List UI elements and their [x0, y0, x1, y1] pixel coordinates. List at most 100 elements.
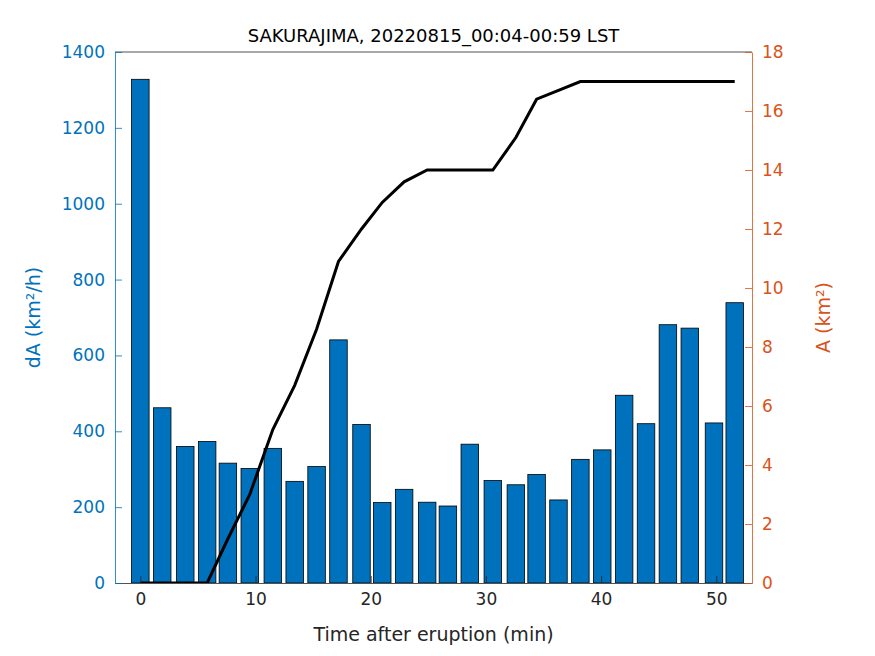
tick: 16 [745, 101, 784, 121]
tick-mark [115, 204, 122, 205]
tick-label: 1400 [62, 42, 105, 62]
axis-line [752, 53, 753, 584]
tick-mark [745, 583, 752, 584]
tick: 30 [476, 576, 498, 609]
tick-label: 10 [245, 589, 267, 609]
tick-mark [115, 280, 122, 281]
tick: 600 [73, 345, 122, 365]
tick-label: 600 [73, 345, 105, 365]
bar [241, 468, 259, 583]
tick-mark [716, 576, 717, 583]
tick-mark [371, 576, 372, 583]
bar [439, 506, 457, 583]
bar [132, 79, 150, 583]
tick-label: 400 [73, 421, 105, 441]
tick-label: 0 [762, 573, 773, 593]
bar [615, 395, 633, 583]
tick-label: 12 [762, 219, 784, 239]
tick-label: 20 [360, 589, 382, 609]
tick-mark [745, 524, 752, 525]
bar [726, 303, 744, 583]
tick-mark [745, 229, 752, 230]
tick-label: 30 [476, 589, 498, 609]
tick-label: 14 [762, 160, 784, 180]
tick-mark [115, 507, 122, 508]
bar [264, 448, 282, 583]
tick-label: 2 [762, 514, 773, 534]
tick: 800 [73, 270, 122, 290]
tick-mark [745, 170, 752, 171]
tick-label: 1000 [62, 194, 105, 214]
tick-label: 50 [706, 589, 728, 609]
plot-background [115, 52, 752, 583]
tick-mark [745, 406, 752, 407]
tick: 10 [745, 278, 784, 298]
tick-label: 1200 [62, 118, 105, 138]
tick: 0 [745, 573, 773, 593]
tick: 40 [591, 576, 613, 609]
axis-line [115, 53, 116, 584]
y2-axis: 0 2 4 6 8 10 12 14 16 18 [745, 42, 784, 593]
tick: 0 [94, 573, 122, 593]
tick-mark [140, 576, 141, 583]
tick-mark [745, 465, 752, 466]
tick: 6 [745, 396, 773, 416]
bar [507, 485, 525, 583]
tick: 18 [745, 42, 784, 62]
frame-top [115, 52, 752, 53]
bar [681, 328, 699, 583]
tick-mark [115, 583, 122, 584]
tick: 4 [745, 455, 773, 475]
tick-mark [745, 52, 752, 53]
tick-label: 6 [762, 396, 773, 416]
tick-mark [256, 576, 257, 583]
x-axis-title: Time after eruption (min) [312, 623, 553, 645]
bar [198, 442, 216, 583]
y-axis-title: dA (km²/h) [22, 267, 44, 369]
tick-label: 4 [762, 455, 773, 475]
bar [395, 489, 413, 583]
tick: 1000 [62, 194, 122, 214]
tick: 200 [73, 497, 122, 517]
tick-label: 40 [591, 589, 613, 609]
title: SAKURAJIMA, 20220815_00:04-00:59 LST [248, 25, 621, 47]
tick-label: 18 [762, 42, 784, 62]
tick: 14 [745, 160, 784, 180]
tick-label: 200 [73, 497, 105, 517]
y2-axis-title: A (km²) [812, 282, 834, 353]
bar [659, 325, 677, 583]
bar [528, 475, 546, 583]
bar [705, 423, 723, 583]
tick-label: 10 [762, 278, 784, 298]
tick-mark [115, 128, 122, 129]
bar [153, 408, 171, 583]
bar [353, 424, 371, 583]
tick: 1400 [62, 42, 122, 62]
x-axis: 0 10 20 30 40 50 [116, 576, 753, 609]
tick: 0 [135, 576, 146, 609]
tick-label: 16 [762, 101, 784, 121]
tick-label: 0 [135, 589, 146, 609]
bar [572, 459, 590, 583]
tick: 20 [360, 576, 382, 609]
tick-mark [745, 288, 752, 289]
bar [418, 502, 436, 583]
bar [461, 444, 479, 583]
tick: 2 [745, 514, 773, 534]
tick-label: 800 [73, 270, 105, 290]
bar [593, 450, 611, 583]
tick-mark [745, 111, 752, 112]
bar [484, 481, 502, 583]
tick-mark [745, 347, 752, 348]
tick: 400 [73, 421, 122, 441]
bar [373, 503, 391, 583]
chart: 0 10 20 30 40 50 0 200 400 600 800 1000 1200 1400 0 2 4 6… [0, 0, 875, 656]
bar [177, 446, 195, 583]
bar [637, 424, 655, 583]
tick-mark [115, 431, 122, 432]
tick: 1200 [62, 118, 122, 138]
axis-line [116, 583, 753, 584]
bar [330, 340, 348, 583]
tick: 8 [745, 337, 773, 357]
tick: 10 [245, 576, 267, 609]
